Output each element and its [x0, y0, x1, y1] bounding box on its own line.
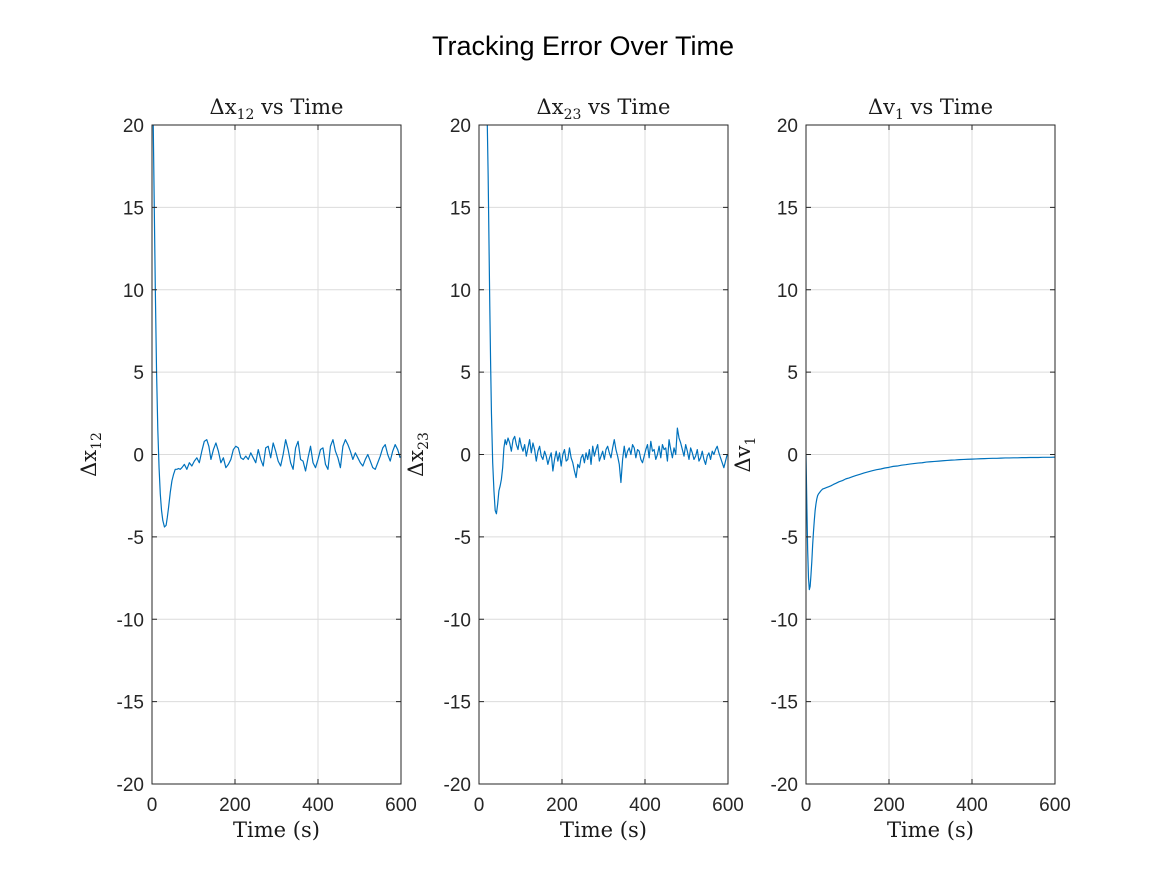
x-axis-label: Time (s): [233, 818, 320, 842]
y-tick-label: -10: [117, 610, 144, 631]
x-tick-label: 0: [801, 795, 812, 816]
series-line: [486, 125, 728, 515]
x-axis-label: Time (s): [560, 818, 647, 842]
y-tick-label: 10: [777, 281, 798, 302]
subplot-title: Δx12 vs Time: [210, 95, 344, 123]
y-tick-label: 20: [777, 116, 798, 137]
x-tick-label: 400: [302, 795, 334, 816]
y-tick-label: 15: [450, 198, 471, 219]
x-tick-label: 0: [474, 795, 485, 816]
y-tick-label: -20: [444, 775, 471, 796]
y-tick-label: -5: [454, 528, 471, 549]
x-tick-label: 0: [147, 795, 158, 816]
x-axis-label: Time (s): [887, 818, 974, 842]
x-tick-label: 400: [956, 795, 988, 816]
x-tick-label: 600: [1039, 795, 1071, 816]
y-tick-label: -5: [781, 528, 798, 549]
figure-title: Tracking Error Over Time: [432, 31, 734, 61]
y-tick-label: 0: [460, 446, 471, 467]
y-tick-label: 5: [133, 363, 144, 384]
y-axis-label: Δx12: [77, 432, 105, 477]
y-tick-label: -10: [444, 610, 471, 631]
y-tick-label: -15: [444, 693, 471, 714]
x-tick-label: 200: [873, 795, 905, 816]
y-tick-label: 5: [460, 363, 471, 384]
y-tick-label: 15: [123, 198, 144, 219]
subplot-3: 0 200 400 600 -20 -15 -10 -5 0 5 10 15 20 Δv1 vs Time…: [731, 95, 1071, 842]
subplot-title: Δv1 vs Time: [868, 95, 993, 123]
y-tick-label: -15: [117, 693, 144, 714]
y-tick-label: 10: [450, 281, 471, 302]
y-axis-label: Δx23: [404, 432, 432, 477]
y-tick-label: -20: [117, 775, 144, 796]
y-tick-label: 20: [450, 116, 471, 137]
x-tick-label: 200: [546, 795, 578, 816]
y-tick-label: 0: [133, 446, 144, 467]
y-tick-label: 20: [123, 116, 144, 137]
series-line: [152, 125, 401, 528]
x-tick-label: 600: [712, 795, 744, 816]
y-tick-label: -5: [127, 528, 144, 549]
y-tick-label: 0: [787, 446, 798, 467]
subplot-1: 0 200 400 600 -20 -15 -10 -5 0 5 10 15 20 Δx12 vs Tim…: [77, 95, 417, 842]
y-tick-label: -15: [771, 693, 798, 714]
subplot-title: Δx23 vs Time: [537, 95, 671, 123]
y-tick-label: 15: [777, 198, 798, 219]
x-tick-label: 400: [629, 795, 661, 816]
y-tick-label: -10: [771, 610, 798, 631]
x-tick-label: 200: [219, 795, 251, 816]
y-tick-label: 10: [123, 281, 144, 302]
y-tick-label: 5: [787, 363, 798, 384]
y-axis-label: Δv1: [731, 437, 759, 473]
y-tick-label: -20: [771, 775, 798, 796]
series-line: [806, 454, 1055, 591]
x-tick-label: 600: [385, 795, 417, 816]
subplot-2: 0 200 400 600 -20 -15 -10 -5 0 5 10 15 20 Δx23 vs Tim…: [404, 95, 744, 842]
